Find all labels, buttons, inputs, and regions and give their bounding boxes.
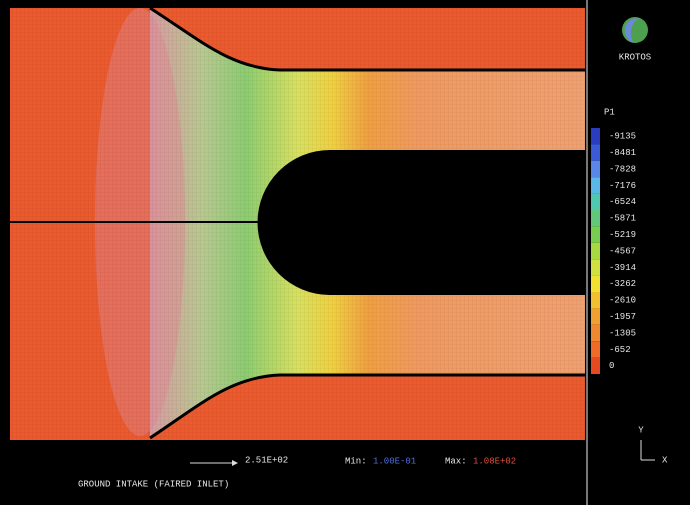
colorbar-swatch [591,194,600,210]
colorbar-swatch [591,161,600,177]
colorbar-swatch [591,341,600,357]
colorbar-swatch [591,325,600,341]
colorbar-label: -3262 [609,279,636,289]
colorbar: -9135 -8481 -7828 -7176 -6524 -5871 -5219 -4567… [591,128,636,374]
colorbar-swatch [591,144,600,160]
colorbar-swatch [591,308,600,324]
colorbar-label: -1305 [609,328,636,338]
min-value: 1.00E-01 [373,456,416,466]
max-value: 1.08E+02 [473,456,516,466]
colorbar-swatch [591,128,600,144]
min-label: Min: [345,456,367,466]
colorbar-label: -7176 [609,181,636,191]
colorbar-swatch [591,292,600,308]
colorbar-label: -6524 [609,197,636,207]
colorbar-label: -9135 [609,132,636,142]
colorbar-swatch [591,358,600,374]
axis-x-label: X [662,455,668,465]
caption: GROUND INTAKE (FAIRED INLET) [78,479,229,489]
colorbar-label: -7828 [609,164,636,174]
colorbar-swatch [591,177,600,193]
colorbar-label: -1957 [609,312,636,322]
axis-y-label: Y [638,425,644,435]
colorbar-label: -5871 [609,214,636,224]
colorbar-label: -5219 [609,230,636,240]
colorbar-label: -3914 [609,263,636,273]
colorbar-label: 0 [609,361,614,371]
colorbar-swatch [591,276,600,292]
colorbar-title: P1 [604,107,615,117]
logo-label: KROTOS [619,52,651,62]
max-label: Max: [445,456,467,466]
centerbody [258,150,586,295]
colorbar-swatch [591,226,600,242]
colorbar-label: -8481 [609,148,636,158]
screenshot: KROTOS P1 -9135 -8481 -7828 -7176 -6524 -5871… [0,0,690,505]
colorbar-swatch [591,243,600,259]
vector-scale: 2.51E+02 [245,455,288,465]
colorbar-swatch [591,210,600,226]
colorbar-label: -2610 [609,296,636,306]
colorbar-swatch [591,259,600,275]
colorbar-label: -4567 [609,246,636,256]
colorbar-label: -652 [609,345,631,355]
flow-field [10,8,585,440]
